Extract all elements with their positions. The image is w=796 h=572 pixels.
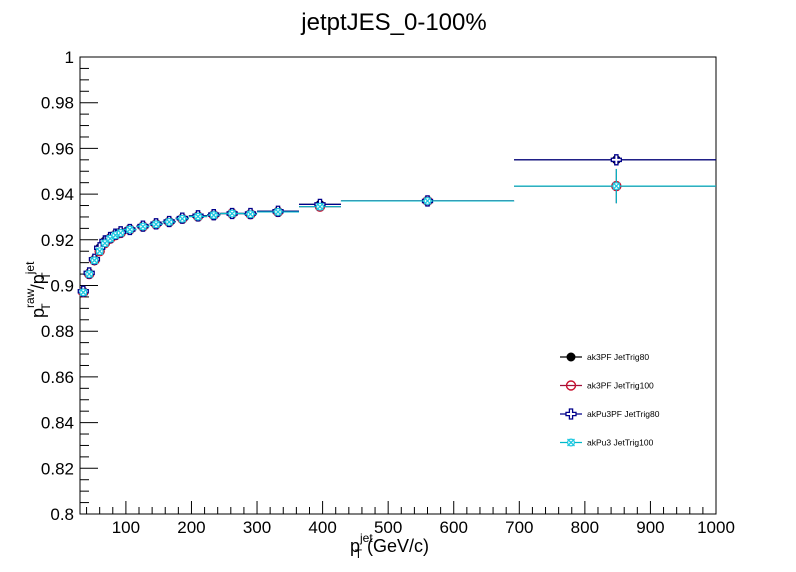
data-point-cross [90, 256, 99, 265]
chart-title: jetptJES_0-100% [300, 9, 486, 36]
x-axis-label-unit: (GeV/c) [362, 536, 429, 556]
y-tick-label: 0.82 [41, 459, 74, 478]
legend-marker [566, 352, 576, 362]
data-point [165, 217, 174, 226]
legend-item: akPu3PF JetTrig80 [560, 408, 660, 420]
data-point-cross [95, 247, 104, 256]
data-point-cross [116, 228, 125, 237]
data-point [612, 182, 621, 191]
y-tick-label: 1 [65, 48, 74, 67]
data-point [194, 212, 203, 221]
data-point-cross [316, 202, 324, 211]
legend-label: akPu3 JetTrig100 [587, 438, 654, 448]
data-point [116, 228, 125, 237]
y-tick-label: 0.98 [41, 94, 74, 113]
x-axis-label: pjet T (GeV/c) [350, 531, 429, 561]
data-point-cross [178, 214, 187, 223]
data-point [315, 202, 324, 211]
data-point-cross [138, 222, 147, 231]
data-point [125, 225, 134, 234]
data-point-cross [85, 270, 94, 279]
legend-marker [566, 438, 575, 447]
x-axis-label-sup: jet [359, 531, 373, 545]
data-point [95, 247, 104, 256]
data-point [209, 211, 218, 220]
x-tick-label: 700 [505, 518, 533, 537]
y-axis-label-slash: / [28, 284, 48, 289]
y-tick-label: 0.88 [41, 322, 74, 341]
plot-area [77, 154, 716, 298]
y-tick-label: 0.86 [41, 368, 74, 387]
x-axis-label-base: p [350, 536, 360, 556]
data-point [79, 288, 88, 297]
y-axis-label-num-sup: raw [23, 288, 37, 308]
data-point [610, 154, 622, 166]
x-axis-label-sub: T [355, 547, 363, 561]
data-point [138, 222, 147, 231]
data-point-cross [194, 212, 202, 221]
legend-label: ak3PF JetTrig100 [587, 381, 654, 391]
data-point [228, 209, 237, 218]
y-axis-label-num-base: p [28, 308, 48, 318]
series-4 [79, 168, 716, 297]
legend-item: ak3PF JetTrig100 [560, 380, 654, 391]
legend-marker-cross [567, 438, 575, 447]
y-axis-label: praw T/pjetT [23, 261, 53, 318]
y-tick-label: 0.8 [50, 505, 74, 524]
y-axis-label-den-base: p [28, 274, 48, 284]
y-axis-label-den-sup: jet [23, 261, 37, 275]
data-point-cross [152, 220, 161, 229]
x-tick-label: 900 [636, 518, 664, 537]
y-tick-label: 0.84 [41, 414, 74, 433]
data-point [152, 220, 161, 229]
data-point-cross [209, 211, 218, 220]
legend-item: ak3PF JetTrig80 [560, 352, 649, 362]
data-point-cross [246, 210, 255, 219]
x-tick-label: 800 [571, 518, 599, 537]
x-tick-label: 100 [112, 518, 140, 537]
x-tick-label: 200 [177, 518, 205, 537]
axes: 100 200 300 400 500 600 700 800 900 1000 0.8 0.82 0.… [41, 48, 735, 537]
data-point [423, 196, 432, 205]
legend: ak3PF JetTrig80 ak3PF JetTrig100 akPu3PF J… [560, 352, 660, 448]
data-point-cross [165, 218, 174, 226]
data-point-cross [228, 209, 237, 218]
y-axis-label-den-sub: T [39, 272, 53, 280]
x-tick-label: 400 [308, 518, 336, 537]
y-tick-label: 0.92 [41, 231, 74, 250]
data-point-cross [79, 288, 88, 297]
legend-item: akPu3 JetTrig100 [560, 438, 654, 448]
x-tick-label: 500 [374, 518, 402, 537]
data-point-cross [612, 182, 621, 191]
data-point [85, 270, 94, 279]
y-tick-label: 0.9 [50, 277, 74, 296]
legend-label: ak3PF JetTrig80 [587, 352, 649, 362]
data-point [274, 207, 283, 216]
y-tick-label: 0.94 [41, 185, 74, 204]
legend-marker [565, 380, 577, 391]
y-tick-label: 0.96 [41, 139, 74, 158]
data-point [178, 214, 187, 223]
legend-marker [565, 408, 577, 420]
svg-text:pjetT (GeV/c): pjet T (GeV/c) [350, 531, 429, 561]
data-point [90, 256, 99, 265]
x-tick-label: 600 [440, 518, 468, 537]
x-tick-label: 300 [243, 518, 271, 537]
legend-label: akPu3PF JetTrig80 [587, 409, 660, 419]
data-point [246, 210, 255, 219]
data-point-cross [125, 225, 134, 234]
data-point-cross [274, 207, 282, 216]
x-tick-label: 1000 [697, 518, 735, 537]
data-point-cross [423, 196, 432, 205]
y-axis-label-num-sub: T [39, 303, 53, 311]
